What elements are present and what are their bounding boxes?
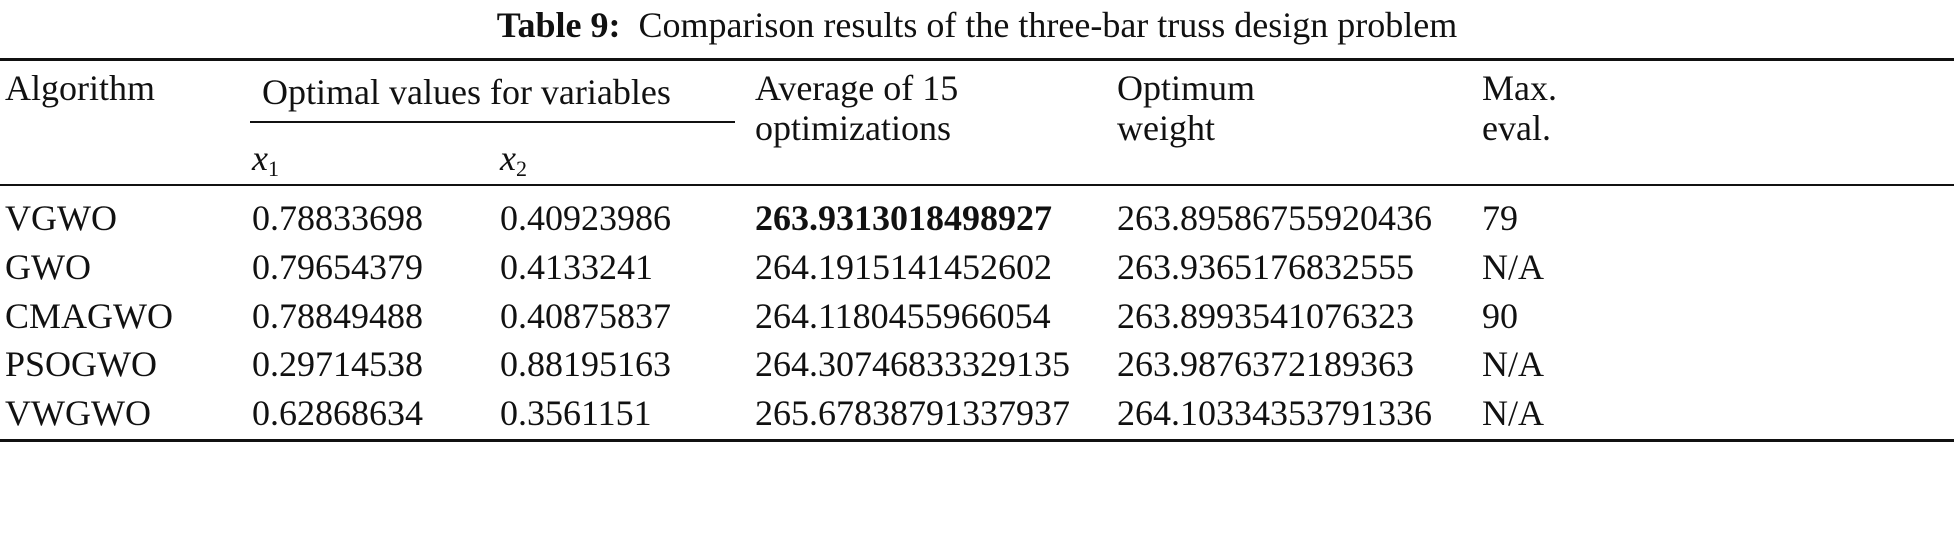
value-cell: N/A bbox=[1482, 344, 1544, 385]
header-rule bbox=[0, 184, 1954, 186]
var-symbol: x bbox=[500, 138, 516, 178]
var-symbol: x bbox=[252, 138, 268, 178]
value-cell: 263.89586755920436 bbox=[1117, 198, 1432, 238]
var-index: 2 bbox=[515, 156, 527, 181]
algorithm-cell: GWO bbox=[5, 246, 91, 287]
value-cell: N/A bbox=[1482, 393, 1544, 433]
value-cell: 0.62868634 bbox=[252, 393, 423, 433]
header-cell: Algorithm bbox=[5, 68, 155, 108]
caption-text: Comparison results of the three-bar trus… bbox=[638, 5, 1458, 45]
value-cell: 0.3561151 bbox=[500, 393, 652, 433]
value-cell: 0.79654379 bbox=[252, 246, 423, 287]
value-cell: 0.40875837 bbox=[500, 295, 671, 336]
group-rule bbox=[250, 121, 735, 123]
value-cell: 264.1180455966054 bbox=[755, 295, 1051, 336]
header-cell: Optimum bbox=[1117, 68, 1256, 108]
value-cell: 0.88195163 bbox=[500, 344, 671, 385]
top-rule bbox=[0, 58, 1954, 61]
value-cell: 0.78833698 bbox=[252, 198, 423, 238]
header-cell: x2 bbox=[500, 138, 527, 189]
caption-label: Table 9: bbox=[496, 5, 621, 45]
header-cell: weight bbox=[1117, 108, 1215, 148]
value-cell: 263.9876372189363 bbox=[1117, 344, 1414, 385]
value-cell: 265.67838791337937 bbox=[755, 393, 1070, 433]
header-cell: eval. bbox=[1482, 108, 1551, 148]
table-caption: Table 9: Comparison results of the three… bbox=[0, 5, 1954, 45]
value-cell: N/A bbox=[1482, 246, 1544, 287]
value-cell: 79 bbox=[1482, 198, 1518, 238]
value-cell: 263.9313018498927 bbox=[755, 198, 1052, 238]
value-cell: 0.4133241 bbox=[500, 246, 653, 287]
algorithm-cell: VGWO bbox=[5, 198, 117, 238]
value-cell: 264.30746833329135 bbox=[755, 344, 1070, 385]
value-cell: 90 bbox=[1482, 295, 1518, 336]
value-cell: 263.8993541076323 bbox=[1117, 295, 1414, 336]
algorithm-cell: PSOGWO bbox=[5, 344, 158, 385]
header-cell: x1 bbox=[252, 138, 279, 189]
header-cell: Optimal values for variables bbox=[262, 72, 671, 112]
algorithm-cell: CMAGWO bbox=[5, 295, 173, 336]
bottom-rule bbox=[0, 439, 1954, 442]
header-cell: optimizations bbox=[755, 108, 951, 148]
algorithm-cell: VWGWO bbox=[5, 393, 151, 433]
value-cell: 264.10334353791336 bbox=[1117, 393, 1432, 433]
value-cell: 264.1915141452602 bbox=[755, 246, 1052, 287]
value-cell: 0.78849488 bbox=[252, 295, 423, 336]
value-cell: 263.9365176832555 bbox=[1117, 246, 1414, 287]
value-cell: 0.29714538 bbox=[252, 344, 423, 385]
var-index: 1 bbox=[267, 156, 279, 181]
header-cell: Average of 15 bbox=[755, 68, 959, 108]
value-cell: 0.40923986 bbox=[500, 198, 671, 238]
header-cell: Max. bbox=[1482, 68, 1557, 108]
